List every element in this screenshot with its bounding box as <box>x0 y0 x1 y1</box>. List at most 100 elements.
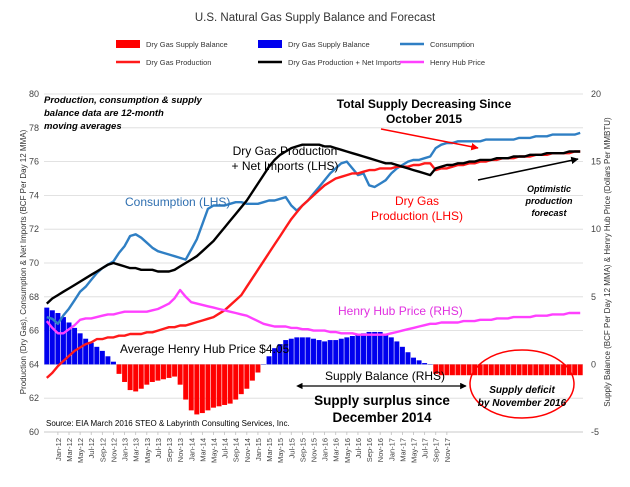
y-tick-left: 68 <box>29 292 39 302</box>
supply-balance-bar <box>350 336 355 364</box>
supply-balance-bar <box>455 364 460 375</box>
x-tick-label: Mar-17 <box>398 438 407 462</box>
x-tick-label: Jul-17 <box>421 438 430 458</box>
x-tick-label: Nov-12 <box>109 438 118 462</box>
x-tick-label: Mar-15 <box>265 438 274 462</box>
supply-balance-bar <box>417 360 422 364</box>
supply-balance-bar <box>550 364 555 375</box>
supply-balance-bar <box>94 347 99 365</box>
supply-balance-bar <box>172 364 177 376</box>
supply-balance-bar <box>255 364 260 372</box>
annotation-dry-gas-production-line2: Production (LHS) <box>371 209 463 223</box>
supply-balance-bar <box>161 364 166 379</box>
annotation-note-line1: Production, consumption & supply <box>44 95 203 106</box>
x-tick-label: Sep-17 <box>432 438 441 462</box>
supply-balance-bar <box>511 364 516 375</box>
supply-balance-bar <box>539 364 544 375</box>
x-tick-label: Jan-13 <box>121 438 130 461</box>
supply-balance-bar <box>133 364 138 391</box>
supply-balance-bar <box>128 364 133 390</box>
y-tick-left: 70 <box>29 258 39 268</box>
x-tick-label: Jul-14 <box>221 438 230 458</box>
annotation-dry-gas-production: Dry Gas Production (LHS) <box>371 194 463 223</box>
supply-balance-bar <box>372 332 377 364</box>
supply-balance-bar <box>228 364 233 403</box>
supply-balance-bar <box>117 364 122 373</box>
supply-balance-bar <box>506 364 511 375</box>
x-tick-label: Nov-16 <box>376 438 385 462</box>
supply-balance-bar <box>72 328 77 365</box>
supply-balance-bar <box>150 364 155 382</box>
annotation-optimistic-arrow <box>478 159 578 180</box>
x-tick-label: Jul-16 <box>354 438 363 458</box>
supply-balance-bar <box>367 332 372 364</box>
legend-label: Dry Gas Production <box>146 58 211 67</box>
supply-balance-bar <box>205 364 210 410</box>
supply-balance-bar <box>222 364 227 405</box>
supply-balance-bar <box>333 340 338 364</box>
x-tick-label: May-14 <box>209 438 218 463</box>
annotation-supply-balance: Supply Balance (RHS) <box>325 369 445 383</box>
annotation-note: Production, consumption & supply balance… <box>44 95 203 132</box>
supply-balance-bar <box>311 339 316 365</box>
supply-balance-bar <box>194 364 199 414</box>
y-tick-right: 15 <box>591 157 601 167</box>
supply-balance-bar <box>300 337 305 364</box>
chart-title: U.S. Natural Gas Supply Balance and Fore… <box>195 12 436 24</box>
x-tick-label: Sep-15 <box>298 438 307 462</box>
annotation-prod-net-imports-line1: Dry Gas Production <box>233 144 338 158</box>
x-axis-ticks: Jan-12 Mar-12 May-12 Jul-12 Sep-12 Nov-12 Jan-… <box>44 432 583 463</box>
supply-balance-bar <box>444 364 449 375</box>
supply-balance-bar <box>61 317 66 364</box>
y-tick-left: 76 <box>29 157 39 167</box>
supply-balance-bar <box>467 364 472 375</box>
annotation-prod-net-imports: Dry Gas Production + Net Imports (LHS) <box>231 144 338 173</box>
supply-balance-bar <box>400 347 405 365</box>
supply-balance-bar <box>422 363 427 364</box>
annotation-optimistic: Optimistic production forecast <box>525 184 573 218</box>
supply-balance-bar <box>144 364 149 384</box>
y-tick-left: 74 <box>29 190 39 200</box>
supply-balance-bar <box>494 364 499 375</box>
x-tick-label: Mar-16 <box>332 438 341 462</box>
supply-balance-bar <box>189 364 194 410</box>
x-tick-label: Nov-13 <box>176 438 185 462</box>
supply-balance-bar <box>267 356 272 364</box>
x-tick-label: May-17 <box>410 438 419 463</box>
y-tick-left: 62 <box>29 393 39 403</box>
supply-balance-bar <box>483 364 488 375</box>
supply-balance-bar <box>517 364 522 375</box>
legend-swatch <box>116 40 140 48</box>
annotation-total-supply-line1: Total Supply Decreasing Since <box>337 97 512 111</box>
annotation-avg-price: Average Henry Hub Price $4.05 <box>120 342 290 356</box>
x-tick-label: Jan-14 <box>187 438 196 461</box>
x-tick-label: Sep-12 <box>98 438 107 462</box>
supply-balance-bar <box>305 337 310 364</box>
supply-balance-bar <box>183 364 188 399</box>
supply-balance-bar <box>355 335 360 365</box>
y-tick-left: 64 <box>29 359 39 369</box>
annotation-note-line2: balance data are 12-month <box>44 108 164 119</box>
supply-balance-bar <box>522 364 527 375</box>
annotation-optimistic-line1: Optimistic <box>527 184 571 194</box>
supply-balance-bar <box>111 362 116 365</box>
x-tick-label: Nov-14 <box>243 438 252 462</box>
legend-label: Henry Hub Price <box>430 58 485 67</box>
supply-balance-bar <box>44 308 49 365</box>
y-tick-left: 66 <box>29 326 39 336</box>
supply-balance-bar <box>244 364 249 388</box>
supply-balance-bar <box>344 337 349 364</box>
supply-balance-bar <box>405 352 410 364</box>
y-axis-right-label: Supply Balance (BCF Per Day 12 MMA) & He… <box>603 117 612 407</box>
annotation-total-supply-arrow <box>381 129 478 148</box>
y-tick-left: 78 <box>29 123 39 133</box>
annotation-surplus-line2: December 2014 <box>332 410 432 425</box>
supply-balance-bar <box>167 364 172 378</box>
supply-balance-bar <box>328 340 333 364</box>
supply-balance-bar <box>383 335 388 365</box>
x-tick-label: Mar-14 <box>198 438 207 462</box>
supply-balance-bar <box>322 341 327 364</box>
x-tick-label: Sep-16 <box>365 438 374 462</box>
x-tick-label: Nov-15 <box>310 438 319 462</box>
